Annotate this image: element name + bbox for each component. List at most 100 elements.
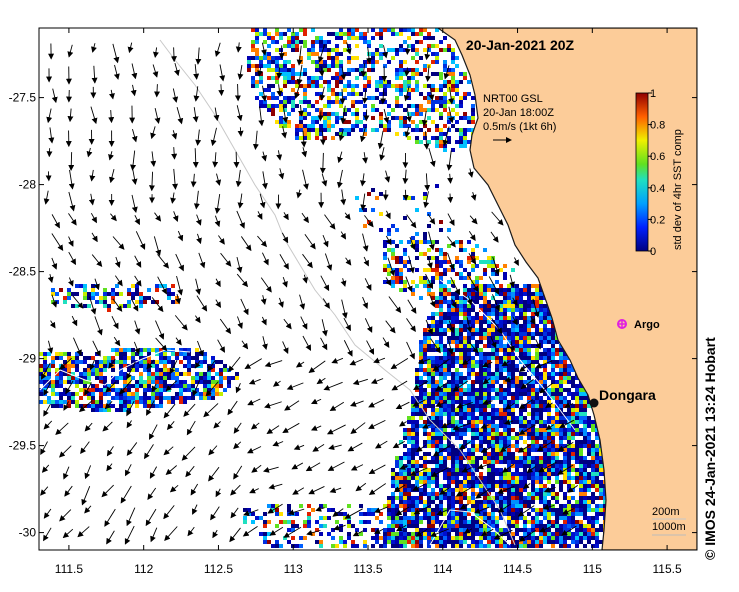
sst-pixel	[471, 452, 475, 456]
sst-pixel	[271, 108, 275, 112]
sst-pixel	[399, 468, 403, 472]
sst-pixel	[559, 544, 563, 548]
sst-pixel	[475, 312, 479, 316]
sst-pixel	[179, 400, 183, 404]
sst-pixel	[119, 396, 123, 400]
current-vector-arrow	[91, 65, 98, 84]
sst-pixel	[435, 412, 439, 416]
sst-pixel	[339, 524, 343, 528]
sst-pixel	[551, 456, 555, 460]
sst-pixel	[79, 284, 83, 288]
sst-pixel	[415, 128, 419, 132]
current-vector-arrow	[536, 441, 553, 452]
current-vector-arrow	[203, 403, 219, 418]
sst-pixel	[295, 80, 299, 84]
sst-pixel	[383, 264, 387, 268]
current-vector-arrow	[219, 64, 226, 82]
sst-pixel	[499, 468, 503, 472]
sst-pixel	[515, 400, 519, 404]
sst-pixel	[135, 396, 139, 400]
sst-pixel	[435, 460, 439, 464]
sst-pixel	[471, 96, 475, 100]
sst-pixel	[435, 268, 439, 272]
sst-pixel	[151, 396, 155, 400]
sst-pixel	[583, 544, 587, 548]
sst-pixel	[451, 408, 455, 412]
sst-pixel	[499, 308, 503, 312]
sst-pixel	[335, 100, 339, 104]
sst-pixel	[407, 260, 411, 264]
sst-pixel	[295, 104, 299, 108]
sst-pixel	[67, 288, 71, 292]
current-vector-arrow	[250, 422, 260, 430]
sst-pixel	[447, 384, 451, 388]
sst-pixel	[339, 116, 343, 120]
sst-pixel	[63, 352, 67, 356]
sst-pixel	[519, 496, 523, 500]
sst-pixel	[483, 480, 487, 484]
current-vector-arrow	[448, 106, 455, 124]
lon-tick-label: 112.5	[204, 562, 233, 576]
sst-pixel	[391, 256, 395, 260]
sst-pixel	[519, 388, 523, 392]
sst-pixel	[451, 48, 455, 52]
sst-pixel	[471, 396, 475, 400]
current-vector-arrow	[538, 461, 557, 473]
sst-pixel	[399, 124, 403, 128]
sst-pixel	[487, 404, 491, 408]
sst-pixel	[279, 88, 283, 92]
sst-pixel	[443, 396, 447, 400]
current-vector-arrow	[47, 340, 54, 354]
sst-pixel	[475, 364, 479, 368]
sst-pixel	[147, 384, 151, 388]
sst-pixel	[575, 472, 579, 476]
sst-pixel	[431, 280, 435, 284]
sst-pixel	[419, 104, 423, 108]
current-vector-arrow	[164, 526, 178, 542]
sst-pixel	[463, 284, 467, 288]
current-vector-arrow	[126, 420, 133, 429]
sst-pixel	[551, 396, 555, 400]
current-vector-arrow	[248, 378, 261, 385]
sst-pixel	[427, 100, 431, 104]
sst-pixel	[187, 364, 191, 368]
sst-pixel	[591, 508, 595, 512]
sst-pixel	[459, 344, 463, 348]
sst-pixel	[479, 292, 483, 296]
sst-pixel	[467, 480, 471, 484]
sst-pixel	[583, 412, 587, 416]
sst-pixel	[75, 384, 79, 388]
sst-pixel	[399, 536, 403, 540]
sst-pixel	[555, 500, 559, 504]
sst-pixel	[467, 348, 471, 352]
sst-pixel	[491, 272, 495, 276]
current-vector-arrow	[452, 422, 472, 431]
sst-pixel	[427, 36, 431, 40]
current-vector-arrow	[283, 318, 292, 330]
sst-pixel	[415, 524, 419, 528]
sst-pixel	[399, 120, 403, 124]
sst-pixel	[95, 400, 99, 404]
sst-pixel	[527, 532, 531, 536]
sst-pixel	[471, 528, 475, 532]
sst-pixel	[507, 316, 511, 320]
sst-pixel	[511, 292, 515, 296]
sst-pixel	[391, 500, 395, 504]
sst-pixel	[491, 356, 495, 360]
sst-pixel	[435, 536, 439, 540]
sst-pixel	[459, 380, 463, 384]
sst-pixel	[407, 468, 411, 472]
sst-pixel	[507, 544, 511, 548]
sst-pixel	[451, 384, 455, 388]
sst-pixel	[479, 520, 483, 524]
current-vector-arrow	[406, 341, 415, 360]
sst-pixel	[275, 524, 279, 528]
sst-pixel	[451, 468, 455, 472]
sst-pixel	[439, 504, 443, 508]
sst-pixel	[563, 444, 567, 448]
sst-pixel	[443, 444, 447, 448]
sst-pixel	[267, 520, 271, 524]
current-vector-arrow	[406, 318, 416, 333]
sst-pixel	[579, 500, 583, 504]
sst-pixel	[443, 92, 447, 96]
